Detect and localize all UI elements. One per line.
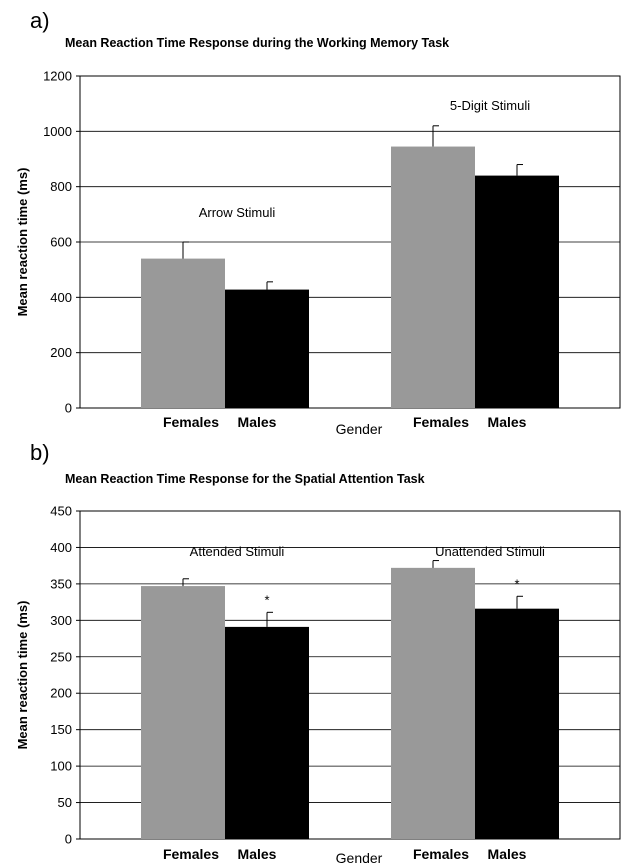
y-tick-label: 100	[50, 759, 72, 774]
group-annotation: 5-Digit Stimuli	[450, 98, 530, 113]
bar-females-0	[141, 258, 225, 408]
y-tick-label: 150	[50, 722, 72, 737]
group-annotation: Unattended Stimuli	[435, 544, 545, 559]
chart-title: Mean Reaction Time Response during the W…	[65, 36, 449, 50]
bar-males-1	[475, 608, 559, 839]
y-tick-label: 0	[65, 832, 72, 847]
y-axis-label: Mean reaction time (ms)	[15, 168, 30, 317]
x-axis-label: Gender	[336, 850, 383, 865]
y-tick-label: 400	[50, 290, 72, 305]
bar-males-1	[475, 175, 559, 408]
x-category-label: Males	[488, 846, 527, 862]
bar-males-0	[225, 626, 309, 839]
y-axis-label: Mean reaction time (ms)	[15, 601, 30, 750]
bar-females-0	[141, 586, 225, 839]
y-tick-label: 50	[58, 795, 72, 810]
group-annotation: Arrow Stimuli	[199, 205, 276, 220]
y-tick-label: 400	[50, 540, 72, 555]
x-category-label: Females	[413, 414, 469, 430]
significance-marker: *	[514, 576, 519, 591]
y-tick-label: 250	[50, 649, 72, 664]
chart-working-memory: a) Mean Reaction Time Response during the…	[15, 8, 621, 437]
y-tick-label: 200	[50, 345, 72, 360]
panel-label: b)	[30, 440, 50, 465]
chart-spatial-attention: b) Mean Reaction Time Response for the Sp…	[15, 440, 621, 865]
x-category-label: Females	[163, 846, 219, 862]
x-category-label: Males	[238, 414, 277, 430]
x-category-label: Females	[413, 846, 469, 862]
y-tick-label: 300	[50, 613, 72, 628]
chart-title: Mean Reaction Time Response for the Spat…	[65, 472, 425, 486]
group-annotation: Attended Stimuli	[190, 544, 285, 559]
y-tick-label: 600	[50, 235, 72, 250]
y-tick-label: 1200	[43, 69, 72, 84]
panel-label: a)	[30, 8, 50, 33]
bar-females-1	[391, 146, 475, 409]
bar-males-0	[225, 289, 309, 408]
x-category-label: Females	[163, 414, 219, 430]
x-axis-label: Gender	[336, 421, 383, 437]
y-tick-label: 450	[50, 504, 72, 519]
bar-females-1	[391, 567, 475, 839]
y-tick-label: 1000	[43, 124, 72, 139]
x-category-label: Males	[238, 846, 277, 862]
y-tick-label: 200	[50, 686, 72, 701]
y-tick-label: 800	[50, 179, 72, 194]
significance-marker: *	[264, 592, 269, 607]
y-tick-label: 0	[65, 401, 72, 416]
x-category-label: Males	[488, 414, 527, 430]
y-tick-label: 350	[50, 576, 72, 591]
